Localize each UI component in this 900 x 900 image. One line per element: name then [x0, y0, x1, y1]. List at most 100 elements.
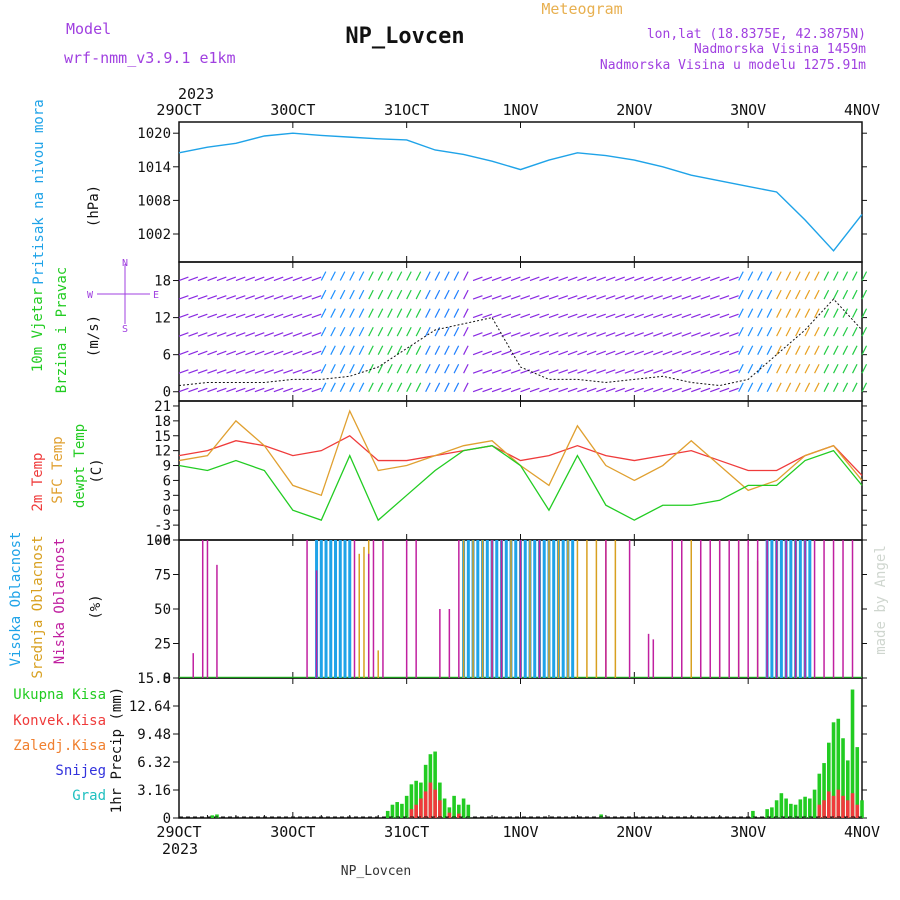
wind-arrow: [491, 295, 502, 300]
wind-arrow: [548, 276, 559, 282]
precip-bar: [433, 789, 437, 818]
precip-legend-item: Ukupna Kisa: [13, 687, 106, 703]
wind-arrow: [842, 289, 849, 300]
wind-arrow: [548, 350, 559, 356]
precip-bar: [433, 751, 437, 818]
precip-bar: [831, 722, 836, 818]
cloud-bar: [794, 540, 797, 678]
cloud-bar: [737, 540, 740, 678]
wind-arrow: [387, 345, 393, 355]
precip-y-tick-label: 9.48: [137, 727, 171, 743]
wind-arrow: [339, 364, 346, 374]
wind-arrow: [283, 313, 293, 319]
wind-arrow: [245, 276, 256, 282]
wind-arrow: [728, 350, 739, 356]
wind-arrow: [283, 387, 293, 393]
wind-arrow: [368, 289, 374, 300]
precip-bar: [817, 804, 822, 818]
cloud-bar: [415, 540, 417, 678]
wind-arrow: [387, 308, 393, 318]
wind-arrow: [766, 289, 773, 300]
cloud-bar: [472, 540, 474, 678]
wind-arrow: [776, 308, 782, 318]
wind-arrow: [766, 271, 773, 281]
wind-arrow: [861, 271, 868, 281]
cloud-bar: [358, 553, 360, 678]
wind-arrow: [814, 308, 820, 318]
wind-arrow: [577, 369, 588, 374]
precip-ylabel: 1hr Precip (mm): [109, 687, 125, 813]
wind-arrow: [776, 364, 782, 374]
wind-arrow: [757, 271, 763, 281]
precip-y-tick-label: 12.64: [129, 699, 171, 715]
cloud-bar: [647, 633, 650, 678]
wind-arrow: [757, 382, 763, 393]
wind-arrow: [710, 313, 720, 319]
cloud-bar: [832, 540, 835, 678]
wind-arrow: [833, 326, 839, 337]
precip-bar: [826, 791, 831, 818]
wind-arrow: [245, 350, 256, 356]
wind-arrow: [463, 326, 469, 337]
wind-arrow: [425, 271, 431, 281]
wind-arrow: [577, 295, 588, 300]
wind-arrow: [823, 326, 830, 337]
wind-arrow: [178, 369, 189, 374]
wind-arrow: [197, 295, 208, 300]
wind-arrow: [245, 295, 256, 300]
wind-arrow: [264, 369, 274, 374]
wind-arrow: [482, 295, 493, 300]
cloud-y-tick-label: 0: [163, 671, 171, 687]
wind-arrow: [529, 276, 540, 282]
wind-arrow: [491, 276, 502, 282]
wind-arrow: [178, 295, 189, 300]
wind-arrow: [349, 308, 355, 318]
wind-arrow: [596, 295, 606, 300]
wind-arrow: [358, 382, 365, 393]
wind-arrow: [320, 345, 327, 355]
x-tick-bottom: 2NOV: [616, 823, 652, 841]
wind-arrow: [292, 276, 303, 282]
wind-arrow: [567, 295, 578, 300]
wind-arrow: [605, 313, 616, 319]
wind-arrow: [510, 387, 521, 393]
wind-arrow: [548, 387, 559, 393]
wind-arrow: [738, 345, 744, 355]
wind-arrow: [681, 295, 692, 300]
wind-arrow: [302, 313, 312, 319]
wind-arrow: [330, 289, 336, 300]
wind-arrow: [482, 387, 493, 393]
wind-arrow: [216, 387, 227, 393]
wind-arrow: [833, 364, 839, 374]
wind-arrow: [710, 387, 720, 393]
wind-arrow: [700, 369, 711, 374]
pressure-ylabel: Pritisak na nivou mora: [31, 99, 47, 284]
wind-arrow: [539, 387, 550, 393]
wind-arrow: [216, 350, 227, 356]
precip-bar: [447, 812, 452, 818]
cloud-bar: [756, 540, 759, 678]
wind-arrow: [624, 332, 635, 337]
wind-arrow: [226, 276, 237, 282]
cloud-bar: [652, 639, 655, 678]
precip-bar: [414, 780, 418, 818]
wind-arrow: [842, 308, 849, 318]
cloud-bar: [548, 540, 550, 678]
wind-arrow: [425, 382, 431, 393]
wind-arrow: [861, 326, 868, 337]
wind-arrow: [235, 332, 246, 337]
wind-arrow: [700, 387, 711, 393]
precip-bar: [457, 813, 461, 818]
wind-arrow: [188, 332, 199, 337]
wind-arrow: [539, 313, 550, 319]
temperature-y-tick-label: 6: [163, 473, 171, 489]
wind-arrow: [415, 326, 422, 337]
precip-bar: [452, 795, 456, 818]
wind-arrow: [339, 308, 346, 318]
wind-arrow: [577, 332, 588, 337]
cloud-bar: [192, 653, 194, 678]
wind-arrow: [463, 271, 469, 281]
wind-arrow: [245, 332, 256, 337]
wind-arrow: [330, 308, 336, 318]
wind-arrow: [814, 382, 820, 393]
